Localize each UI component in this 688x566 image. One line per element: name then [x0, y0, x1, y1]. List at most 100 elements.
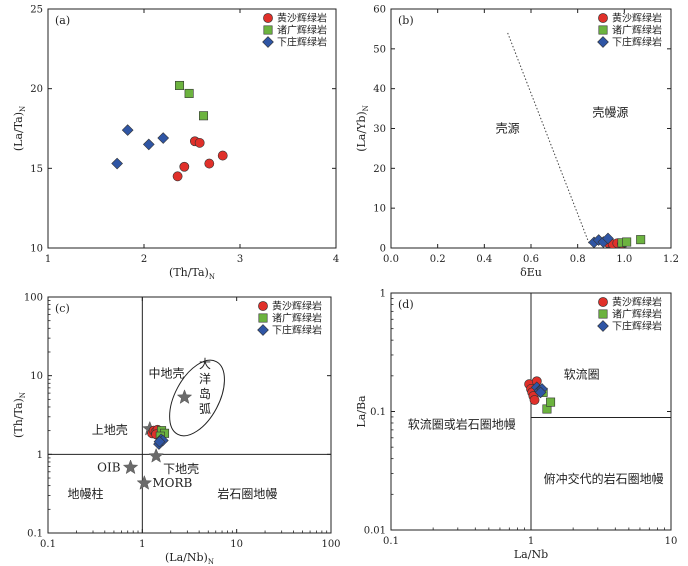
legend-marker-square — [263, 25, 273, 35]
reference-star-label: OIB — [97, 461, 121, 475]
legend-label: 诸广辉绿岩 — [272, 312, 322, 325]
legend-marker-circle — [598, 13, 608, 23]
region-label: 俯冲交代的岩石圈地幔 — [544, 471, 664, 486]
legend-marker-diamond — [262, 36, 274, 48]
y-tick-label: 20 — [373, 164, 386, 175]
region-label: 岩石圈地幔 — [217, 486, 277, 501]
legend-label: 下庄辉绿岩 — [277, 36, 327, 49]
legend-label: 诸广辉绿岩 — [612, 308, 662, 321]
data-point-diamond — [153, 435, 166, 448]
y-tick-label: 0.01 — [364, 526, 386, 537]
y-tick-label: 30 — [373, 124, 386, 135]
legend-marker-square — [598, 25, 608, 35]
x-axis-label: (Th/Ta)N — [169, 266, 215, 281]
y-tick-label: 100 — [24, 293, 43, 304]
legend-label: 下庄辉绿岩 — [272, 324, 322, 337]
y-tick-label: 10 — [30, 244, 43, 255]
data-point-square — [622, 237, 632, 247]
reference-star-label: 下地壳 — [163, 462, 199, 476]
reference-star-label: 上地壳 — [92, 423, 128, 437]
data-point-diamond — [142, 138, 155, 151]
legend-label: 黄沙辉绿岩 — [272, 300, 322, 313]
region-label: 壳幔源 — [592, 105, 628, 120]
data-point-circle — [172, 171, 183, 182]
y-tick-label: 1 — [37, 450, 43, 461]
x-tick-label: 2 — [141, 254, 147, 265]
legend-marker-circle — [258, 301, 268, 311]
x-tick-label: 0.4 — [476, 254, 492, 265]
x-tick-label: 0.1 — [383, 536, 399, 547]
data-point-diamond — [534, 386, 547, 399]
y-tick-label: 0.1 — [370, 407, 386, 418]
y-tick-label: 0 — [380, 244, 386, 255]
data-point-diamond — [602, 232, 614, 245]
legend-label: 黄沙辉绿岩 — [277, 12, 327, 25]
data-point-square — [546, 397, 556, 407]
region-label: 软流圈 — [564, 367, 600, 381]
y-tick-label: 10 — [373, 204, 386, 215]
legend-marker-diamond — [257, 324, 269, 336]
plot-area — [111, 80, 228, 182]
panel-label: (d) — [398, 298, 414, 311]
x-tick-label: 1.2 — [663, 254, 679, 265]
y-tick-label: 50 — [373, 44, 386, 55]
x-tick-label: 0.1 — [40, 539, 56, 550]
panel-label: (c) — [55, 302, 70, 315]
legend-marker-diamond — [597, 36, 609, 48]
y-tick-label: 25 — [30, 5, 43, 16]
series-diamond — [588, 232, 614, 248]
panel-c: 0.1 1 10 1000.1110100(La/Nb)N(Th/Ta)N(c)大洋岛… — [12, 293, 341, 566]
data-point-circle — [217, 150, 228, 161]
y-axis-label: La/Ba — [355, 395, 368, 428]
legend-label: 下庄辉绿岩 — [612, 320, 662, 333]
y-tick-label: 60 — [373, 5, 386, 16]
reference-star-4 — [136, 474, 153, 490]
series-circle — [172, 136, 228, 182]
legend-marker-diamond — [597, 320, 609, 332]
x-tick-label: 10 — [665, 536, 678, 547]
x-axis-label: (La/Nb)N — [165, 551, 214, 566]
x-tick-label: 1 — [45, 254, 51, 265]
reference-star-label: MORB — [152, 476, 192, 490]
x-axis-label: La/Nb — [514, 548, 548, 561]
legend-marker-circle — [598, 297, 608, 307]
x-tick-label: 100 — [321, 539, 340, 550]
reference-star-0 — [176, 389, 193, 404]
panel-label: (a) — [55, 14, 70, 27]
x-tick-label: 0.6 — [523, 254, 539, 265]
legend-marker-square — [258, 313, 268, 323]
x-tick-label: 3 — [237, 254, 243, 265]
x-axis-label: δEu — [520, 266, 542, 279]
y-axis-label: (La/Yb)N — [355, 105, 370, 152]
y-tick-label: 1 — [380, 289, 386, 300]
data-point-circle — [179, 161, 190, 172]
x-tick-label: 4 — [333, 254, 339, 265]
region-label: 壳源 — [496, 121, 520, 135]
data-point-diamond — [111, 157, 123, 170]
legend-label: 黄沙辉绿岩 — [612, 296, 662, 309]
panel-d: 0.1 1 100.010.11La/NbLa/Ba(d)软流圈软流圈或岩石圈地幔俯… — [355, 289, 677, 562]
data-point-diamond — [121, 124, 134, 136]
legend-marker-circle — [263, 13, 273, 23]
arc-field-label: 大洋岛弧 — [199, 357, 211, 416]
x-tick-label: 10 — [230, 539, 243, 550]
reference-star-2 — [148, 447, 164, 463]
reference-star-3 — [122, 459, 139, 475]
y-axis-label: (La/Ta)N — [12, 106, 27, 151]
y-tick-label: 20 — [30, 84, 43, 95]
data-point-square — [199, 111, 209, 121]
data-point-diamond — [157, 132, 170, 144]
x-tick-label: 1.0 — [616, 254, 632, 265]
plot-area: 壳源 壳幔源 — [496, 32, 646, 248]
data-point-square — [184, 88, 194, 98]
data-point-circle — [204, 158, 215, 169]
oceanic-arc-field — [169, 359, 225, 437]
source-boundary-line — [507, 32, 590, 245]
data-point-square — [636, 235, 646, 245]
y-tick-label: 0.1 — [27, 529, 43, 540]
